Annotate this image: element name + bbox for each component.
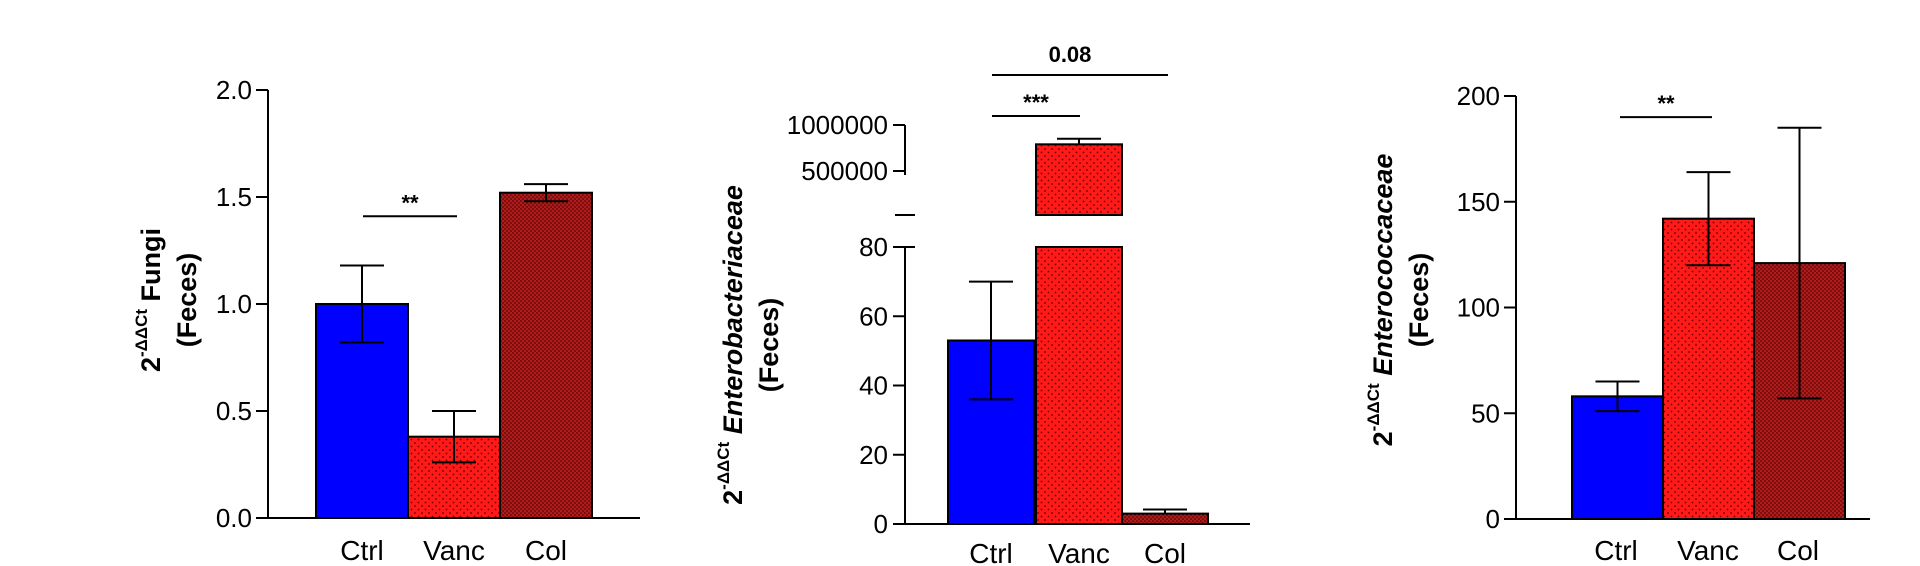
y-tick-label: 20	[859, 440, 888, 470]
ylabel-superscript: -ΔΔCt	[1364, 383, 1383, 431]
ylabel-superscript: -ΔΔCt	[132, 309, 151, 357]
y-tick-label: 50	[1471, 398, 1500, 428]
y-ticks: 0 50 100 150 200	[1457, 81, 1516, 534]
ylabel-line2: (Feces)	[1404, 253, 1434, 348]
y-tick-label-upper: 1000000	[787, 110, 888, 140]
significance-annotations: ***0.08	[992, 42, 1168, 117]
category-label-ctrl: Ctrl	[1594, 535, 1638, 566]
y-tick-label: 150	[1457, 187, 1500, 217]
y-tick-label: 60	[859, 301, 888, 331]
significance-label-ctrl-col: 0.08	[1049, 42, 1092, 67]
category-labels: Ctrl Vanc Col	[1594, 535, 1819, 566]
svg-text:2-ΔΔCt Fungi: 2-ΔΔCt Fungi	[132, 228, 166, 372]
panel-enterococcaceae: 0 50 100 150 200 ** Ctrl Vanc Col 2-ΔΔCt Ent…	[1364, 81, 1870, 566]
y-tick-label: 0	[1486, 504, 1500, 534]
bars	[947, 137, 1209, 525]
bar-col	[499, 191, 593, 519]
ylabel-superscript: -ΔΔCt	[714, 441, 733, 489]
y-ticks: 0 20 40 60 80 500000 1000000	[787, 110, 905, 539]
y-axis-label: 2-ΔΔCt Enterococcaceae (Feces)	[1364, 154, 1434, 447]
y-tick-label: 0.0	[216, 503, 252, 533]
y-tick-label: 80	[859, 232, 888, 262]
ylabel-taxon: Fungi	[136, 228, 166, 301]
y-axis-label: 2-ΔΔCt Fungi (Feces)	[132, 228, 202, 372]
category-label-vanc: Vanc	[423, 535, 485, 566]
ylabel-base: 2	[1368, 431, 1398, 446]
bar-vanc-lower-segment	[1035, 246, 1123, 525]
y-tick-label: 0.5	[216, 396, 252, 426]
y-tick-label: 0	[874, 509, 888, 539]
ylabel-base: 2	[718, 490, 748, 505]
bars	[315, 183, 593, 519]
significance-label-ctrl-vanc: **	[1657, 91, 1675, 116]
significance-label-ctrl-vanc: ***	[1023, 90, 1049, 115]
y-tick-label: 100	[1457, 293, 1500, 323]
y-tick-label: 200	[1457, 81, 1500, 111]
bar-col	[1121, 512, 1209, 525]
category-labels: Ctrl Vanc Col	[340, 535, 567, 566]
ylabel-line2: (Feces)	[172, 253, 202, 348]
category-label-vanc: Vanc	[1677, 535, 1739, 566]
category-labels: Ctrl Vanc Col	[969, 538, 1186, 566]
y-tick-label-upper: 500000	[801, 156, 888, 186]
y-tick-label: 1.0	[216, 289, 252, 319]
svg-text:2-ΔΔCt Enterococcaceae: 2-ΔΔCt Enterococcaceae	[1364, 154, 1398, 447]
y-tick-label: 40	[859, 371, 888, 401]
y-tick-label: 2.0	[216, 75, 252, 105]
y-ticks: 0.0 0.5 1.0 1.5 2.0	[216, 75, 268, 533]
ylabel-line2: (Feces)	[754, 298, 784, 393]
significance-annotations: **	[1620, 91, 1712, 119]
bar-vanc	[1662, 217, 1755, 520]
category-label-vanc: Vanc	[1048, 538, 1110, 566]
category-label-ctrl: Ctrl	[340, 535, 384, 566]
svg-text:2-ΔΔCt Enterobacteriaceae: 2-ΔΔCt Enterobacteriaceae	[714, 185, 748, 505]
category-label-col: Col	[1144, 538, 1186, 566]
ylabel-base: 2	[136, 357, 166, 372]
significance-annotations: **	[363, 190, 457, 218]
bar-vanc-upper-segment	[1035, 143, 1123, 217]
category-label-ctrl: Ctrl	[969, 538, 1013, 566]
ylabel-taxon: Enterobacteriaceae	[718, 185, 748, 434]
panel-enterobacteriaceae: 0 20 40 60 80 500000 1000000 ***0.08 Ctrl Vanc…	[714, 42, 1250, 566]
bars	[1571, 126, 1846, 520]
category-label-col: Col	[525, 535, 567, 566]
category-label-col: Col	[1777, 535, 1819, 566]
y-tick-label: 1.5	[216, 182, 252, 212]
y-axis-label: 2-ΔΔCt Enterobacteriaceae (Feces)	[714, 185, 784, 505]
bar-ctrl	[1571, 395, 1664, 520]
significance-label-ctrl-vanc: **	[401, 190, 419, 215]
ylabel-taxon: Enterococcaceae	[1368, 154, 1398, 376]
panel-fungi: 0.0 0.5 1.0 1.5 2.0 ** Ctrl Vanc Col 2-ΔΔCt …	[132, 75, 640, 566]
